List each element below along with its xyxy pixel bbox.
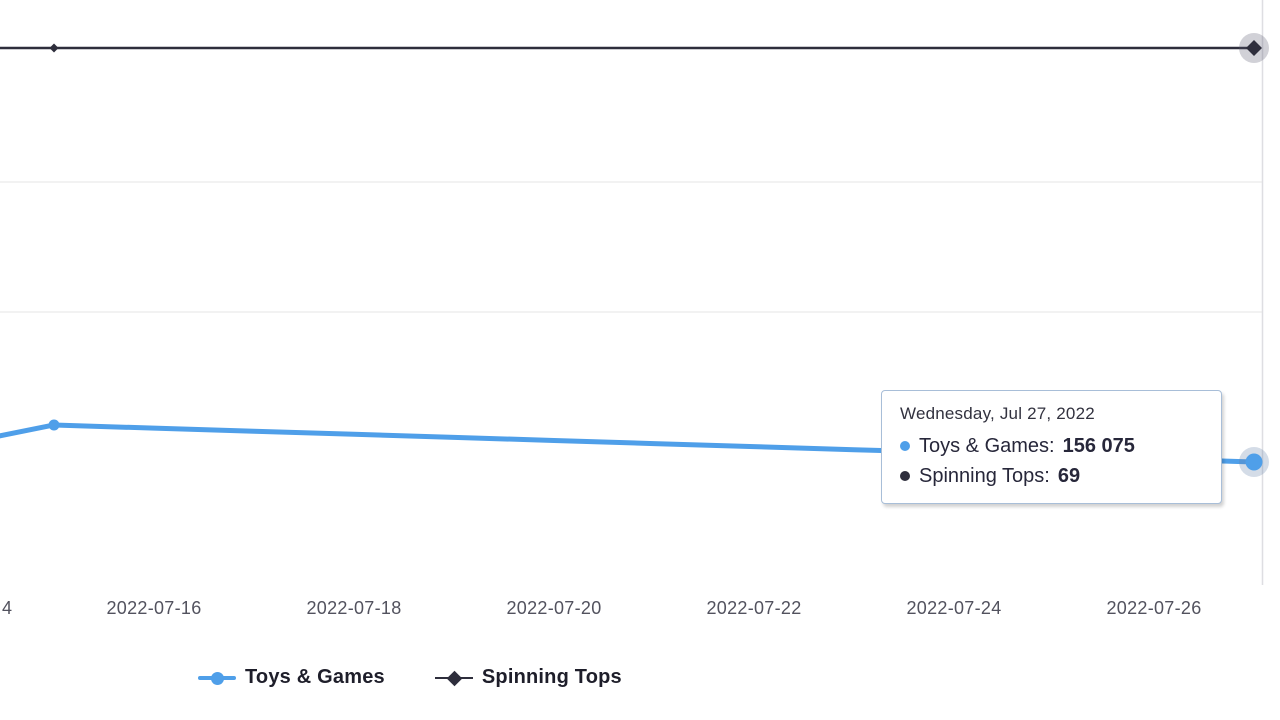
point-marker-spinning-tops[interactable]	[49, 43, 59, 53]
tooltip-row-spinning-tops: Spinning Tops: 69	[900, 461, 1203, 491]
legend: Toys & Games Spinning Tops	[198, 666, 622, 689]
x-axis: 4 2022-07-16 2022-07-18 2022-07-20 2022-…	[0, 598, 1280, 626]
series-bullet-icon	[900, 441, 910, 451]
point-marker-toys-games[interactable]	[48, 419, 60, 431]
series-bullet-icon	[900, 471, 910, 481]
legend-item-spinning-tops[interactable]: Spinning Tops	[434, 666, 622, 689]
tooltip-series-value: 156 075	[1062, 435, 1135, 457]
tooltip-row-toys-games: Toys & Games: 156 075	[900, 431, 1203, 461]
legend-marker-diamond-icon	[434, 670, 473, 686]
x-axis-label: 2022-07-20	[506, 598, 602, 618]
x-axis-label: 2022-07-18	[306, 598, 402, 618]
legend-item-label: Toys & Games	[245, 666, 385, 688]
tooltip-series-label: Toys & Games:	[919, 435, 1055, 457]
x-axis-label: 2022-07-26	[1106, 598, 1202, 618]
x-axis-label: 2022-07-24	[906, 598, 1002, 618]
x-axis-label: 2022-07-22	[706, 598, 802, 618]
hover-point-marker-toys-games[interactable]	[1245, 453, 1263, 471]
tooltip-series-label: Spinning Tops:	[919, 465, 1050, 487]
x-axis-label: 4	[2, 598, 13, 618]
hover-point-marker-spinning-tops[interactable]	[1246, 40, 1262, 57]
tooltip-title: Wednesday, Jul 27, 2022	[900, 404, 1095, 423]
tooltip: Wednesday, Jul 27, 2022 Toys & Games: 15…	[881, 390, 1222, 504]
x-axis-label: 2022-07-16	[106, 598, 202, 618]
legend-item-label: Spinning Tops	[481, 666, 622, 688]
legend-marker-circle-icon	[198, 670, 236, 686]
legend-item-toys-games[interactable]: Toys & Games	[198, 666, 385, 689]
tooltip-series-value: 69	[1057, 465, 1081, 487]
